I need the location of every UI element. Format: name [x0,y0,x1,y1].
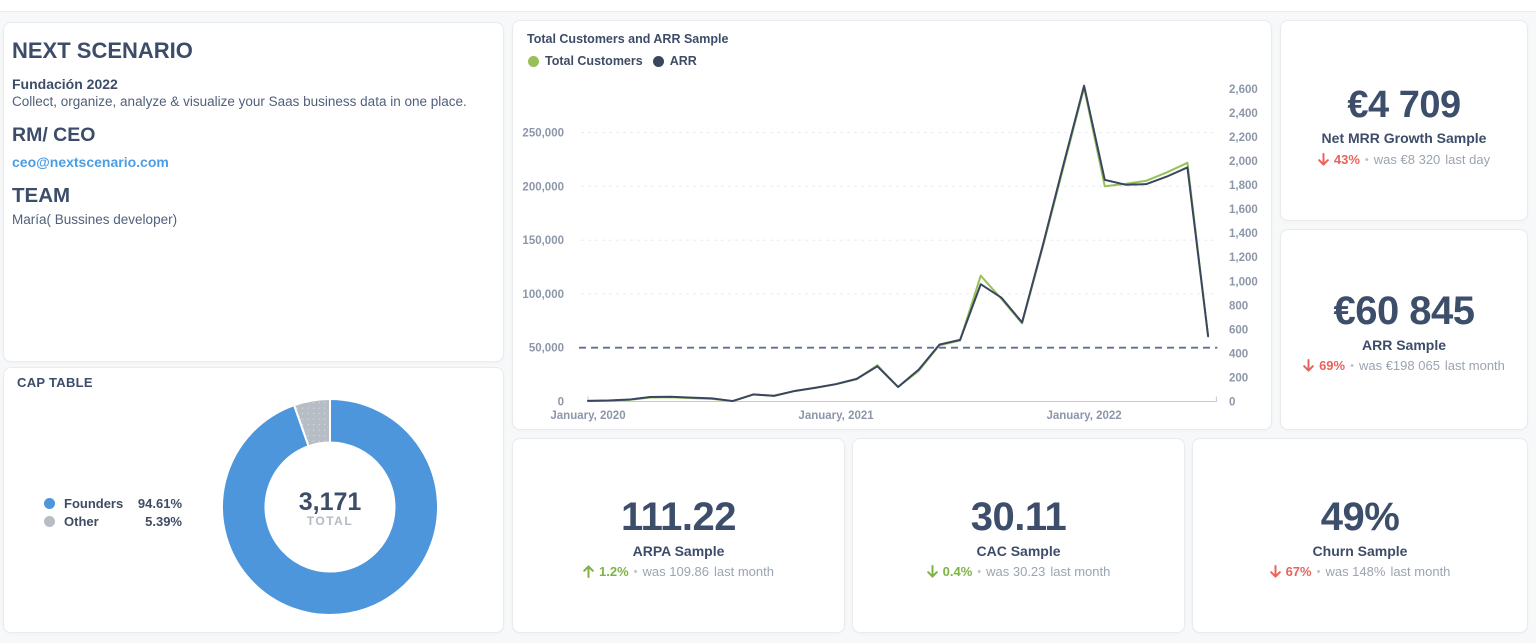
svg-text:200,000: 200,000 [522,181,564,193]
down-arrow-icon [1269,565,1281,578]
churn-value: 49% [1320,495,1400,539]
company-description: Collect, organize, analyze & visualize y… [12,94,467,109]
arpa-delta-pct: 1.2% [599,564,629,579]
arr-period: last month [1444,358,1505,373]
kpi-card-arr: €60 845 ARR Sample 69% • was €198 065 la… [1280,229,1528,430]
customers-arr-line-chart[interactable]: 0 50,000 100,000 150,000 200,000 250,000 0 200 4… [513,21,1271,429]
svg-text:0: 0 [558,397,564,409]
company-role: RM/ CEO [12,124,96,146]
svg-text:50,000: 50,000 [529,343,564,355]
cac-label: CAC Sample [976,543,1061,559]
arpa-delta: 1.2% • was 109.86 last month [513,564,844,579]
svg-text:800: 800 [1229,300,1248,312]
up-arrow-icon [583,565,594,578]
cap-table-header: CAP TABLE [17,375,93,390]
cac-delta-pct: 0.4% [942,564,973,579]
down-arrow-icon [1303,359,1314,372]
svg-text:2,200: 2,200 [1229,132,1258,144]
kpi-card-churn: 49% Churn Sample 67% • was 148% last mon… [1192,438,1528,633]
cap-table-card: CAP TABLE Founders 94.61% Other 5.39% 3,… [3,367,504,633]
churn-period: last month [1390,564,1451,579]
svg-text:100,000: 100,000 [522,289,564,301]
cac-was: was 30.23 [986,564,1046,579]
other-label: Other [64,513,99,529]
arr-was: was €198 065 [1358,358,1440,373]
company-name: NEXT SCENARIO [12,38,193,63]
kpi-card-cac: 30.11 CAC Sample 0.4% • was 30.23 last m… [852,438,1185,633]
svg-text:2,400: 2,400 [1229,108,1258,120]
churn-label: Churn Sample [1312,543,1408,559]
donut-total-label: TOTAL [306,514,354,528]
donut-total-value: 3,171 [298,488,362,516]
kpi-card-net-mrr: €4 709 Net MRR Growth Sample 43% • was €… [1280,20,1528,221]
team-title: TEAM [12,184,71,207]
svg-text:1,800: 1,800 [1229,180,1258,192]
arr-label: ARR Sample [1361,337,1447,353]
svg-text:2,600: 2,600 [1229,84,1258,96]
svg-text:1,000: 1,000 [1229,276,1258,288]
customers-arr-chart-card: Total Customers and ARR Sample Total Cus… [512,20,1272,430]
cap-table-legend: Founders 94.61% Other 5.39% [44,495,182,530]
svg-text:150,000: 150,000 [522,235,564,247]
svg-text:250,000: 250,000 [522,128,564,140]
legend-arr[interactable]: ARR [669,54,697,68]
founders-pct: 94.61% [137,496,182,512]
arr-delta-pct: 69% [1319,358,1346,373]
total-customers-dot-icon [528,55,539,67]
arpa-was: was 109.86 [642,564,710,579]
cap-table-donut-chart[interactable] [4,368,505,632]
bullet-icon: • [977,565,982,578]
arpa-label: ARPA Sample [632,543,725,559]
legend-row-founders: Founders 94.61% [44,495,182,513]
net-mrr-delta-pct: 43% [1333,152,1360,167]
bullet-icon: • [1350,359,1354,372]
cac-period: last month [1050,564,1111,579]
svg-text:200: 200 [1229,372,1248,384]
other-dot-icon [44,515,55,527]
bullet-icon: • [1364,153,1369,166]
net-mrr-period: last day [1445,152,1491,167]
company-founded: Fundación 2022 [12,76,118,92]
arr-dot-icon [652,55,664,67]
other-pct: 5.39% [145,513,182,529]
legend-total-customers[interactable]: Total Customers [545,54,643,68]
arpa-value: 111.22 [621,495,736,539]
churn-delta: 67% • was 148% last month [1193,564,1527,579]
cac-delta: 0.4% • was 30.23 last month [853,564,1184,579]
arpa-period: last month [714,564,774,579]
top-strip [0,0,1536,12]
svg-text:1,400: 1,400 [1229,228,1258,240]
down-arrow-icon [926,565,938,578]
svg-text:January, 2022: January, 2022 [1046,410,1121,422]
churn-delta-pct: 67% [1285,564,1312,579]
svg-text:400: 400 [1229,348,1248,360]
churn-was: was 148% [1325,564,1386,579]
net-mrr-delta: 43% • was €8 320 last day [1281,152,1527,167]
chart-title: Total Customers and ARR Sample [527,32,729,46]
svg-text:2,000: 2,000 [1229,156,1258,168]
team-member: María( Bussines developer) [12,212,178,227]
kpi-card-arpa: 111.22 ARPA Sample 1.2% • was 109.86 las… [512,438,845,633]
net-mrr-was: was €8 320 [1373,152,1441,167]
net-mrr-value: €4 709 [1347,84,1461,126]
bullet-icon: • [633,565,638,578]
cac-value: 30.11 [970,495,1067,539]
chart-legend: Total Customers ARR [528,54,697,68]
svg-text:600: 600 [1229,324,1248,336]
svg-text:January, 2020: January, 2020 [550,410,625,422]
legend-row-other: Other 5.39% [44,513,182,531]
svg-text:January, 2021: January, 2021 [798,410,874,422]
svg-text:1,600: 1,600 [1229,204,1258,216]
founders-dot-icon [44,498,55,510]
ceo-email-link[interactable]: ceo@nextscenario.com [12,154,169,170]
bullet-icon: • [1316,565,1321,578]
founders-label: Founders [64,496,124,512]
down-arrow-icon [1318,153,1329,166]
svg-text:1,200: 1,200 [1229,252,1258,264]
svg-text:0: 0 [1229,397,1235,409]
arr-delta: 69% • was €198 065 last month [1281,358,1527,373]
arr-value: €60 845 [1333,289,1475,333]
net-mrr-label: Net MRR Growth Sample [1321,130,1487,146]
company-info-card: NEXT SCENARIO Fundación 2022 Collect, or… [3,22,504,362]
